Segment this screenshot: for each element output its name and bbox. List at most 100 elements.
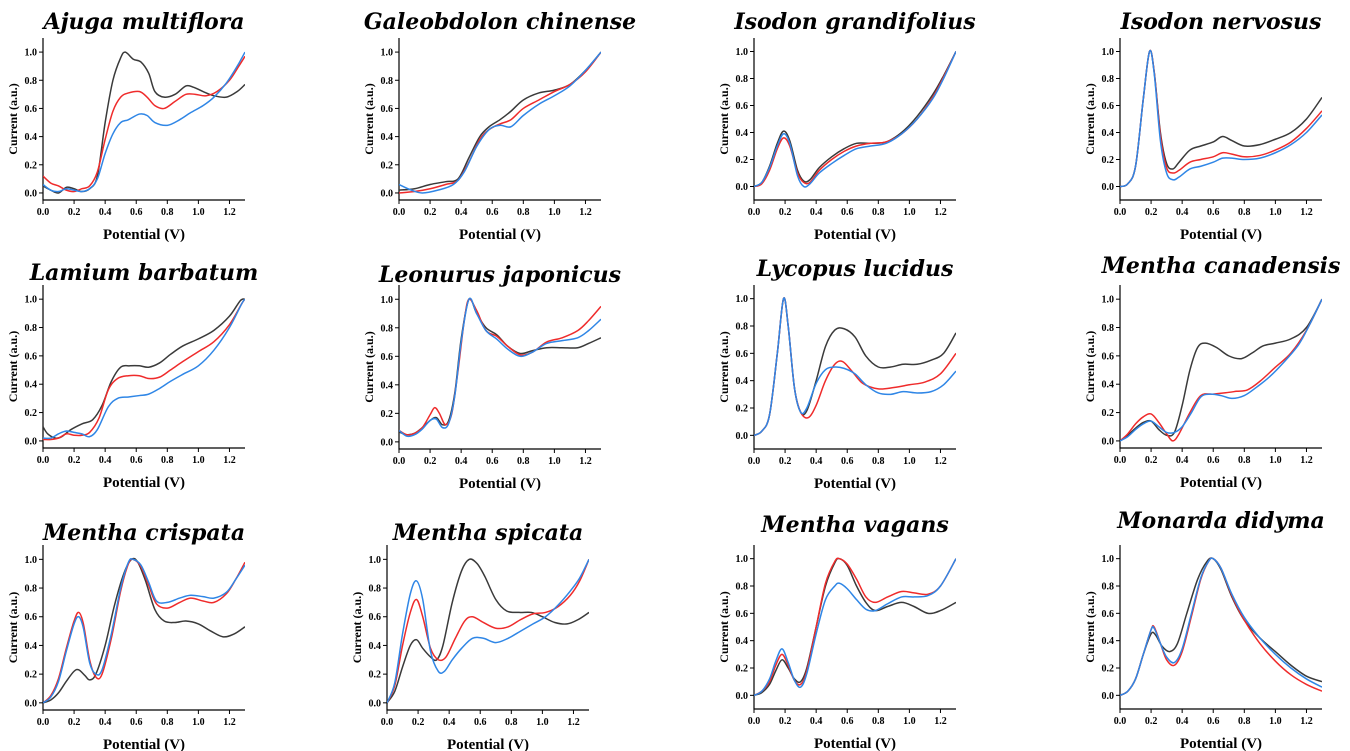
series-line-red: [1120, 50, 1322, 186]
x-tick-label: 0.2: [779, 456, 792, 467]
series-line-red: [399, 52, 601, 193]
y-tick-label: 0.0: [369, 698, 382, 709]
y-axis-label: Current (a.u.): [1083, 331, 1097, 402]
series-line-black: [43, 52, 245, 193]
y-tick-label: 1.0: [369, 555, 382, 566]
x-tick-label: 0.4: [810, 716, 823, 727]
series-line-black: [754, 558, 956, 695]
x-tick-label: 0.6: [486, 456, 499, 467]
y-tick-label: 1.0: [736, 554, 749, 565]
x-tick-label: 0.6: [841, 207, 854, 218]
series-line-black: [399, 52, 601, 190]
y-tick-label: 0.0: [1102, 691, 1115, 702]
x-tick-label: 0.2: [412, 717, 425, 728]
chart-title: Mentha canadensis: [1101, 253, 1341, 279]
y-tick-label: 0.8: [369, 584, 382, 595]
x-tick-label: 1.2: [934, 456, 947, 467]
x-tick-label: 0.2: [424, 207, 437, 218]
x-tick-label: 0.0: [37, 455, 50, 466]
x-tick-label: 1.0: [903, 456, 916, 467]
y-tick-label: 1.0: [1102, 47, 1115, 58]
chart-panel: Mentha crispata 0.0 0.2 0.4 0.6 0.8 1.0 1.2 0.0 0…: [6, 520, 245, 751]
chart-title: Ajuga multiflora: [42, 9, 245, 35]
y-tick-label: 0.6: [381, 104, 394, 115]
y-tick-label: 0.8: [381, 76, 394, 87]
y-tick-label: 0.4: [1102, 636, 1115, 647]
y-tick-label: 0.2: [1102, 664, 1115, 675]
y-tick-label: 0.4: [736, 636, 749, 647]
x-tick-label: 1.2: [579, 456, 592, 467]
y-tick-label: 1.0: [381, 295, 394, 306]
chart-title: Lycopus lucidus: [756, 256, 954, 282]
y-tick-label: 0.2: [25, 408, 38, 419]
y-axis-label: Current (a.u.): [350, 592, 364, 663]
y-axis-label: Current (a.u.): [362, 331, 376, 402]
y-tick-label: 0.2: [1102, 155, 1115, 166]
y-tick-label: 0.0: [1102, 182, 1115, 193]
series-line-blue: [754, 52, 956, 187]
x-tick-label: 0.6: [486, 207, 499, 218]
x-tick-label: 0.6: [1207, 716, 1220, 727]
x-tick-label: 1.0: [1269, 455, 1282, 466]
y-tick-label: 0.8: [736, 322, 749, 333]
chart-panel: Mentha canadensis0.0 0.2 0.4 0.6 0.8 1.0 1.20.…: [1083, 253, 1340, 491]
axis-frame: [387, 545, 589, 710]
y-tick-label: 0.0: [25, 188, 38, 199]
x-axis-label: Potential (V): [814, 736, 896, 751]
x-tick-label: 0.6: [1207, 455, 1220, 466]
y-tick-label: 0.4: [25, 132, 38, 143]
y-tick-label: 0.2: [381, 160, 394, 171]
y-tick-label: 0.2: [1102, 408, 1115, 419]
y-axis-label: Current (a.u.): [717, 591, 731, 662]
x-tick-label: 0.4: [455, 456, 468, 467]
x-tick-label: 1.0: [192, 207, 205, 218]
x-tick-label: 0.4: [1176, 716, 1189, 727]
chart-panel: Ajuga multiflora 0.0 0.2 0.4 0.6 0.8 1.0 1.2 0.0…: [6, 9, 245, 243]
x-tick-label: 0.2: [779, 716, 792, 727]
x-tick-label: 1.2: [1300, 455, 1313, 466]
x-tick-label: 0.6: [130, 455, 143, 466]
x-axis-label: Potential (V): [459, 476, 541, 492]
chart-title: Mentha crispata: [42, 520, 245, 546]
x-tick-label: 1.2: [223, 717, 236, 728]
x-tick-label: 0.6: [1207, 207, 1220, 218]
x-tick-label: 1.2: [579, 207, 592, 218]
x-tick-label: 0.4: [1176, 455, 1189, 466]
y-tick-label: 0.6: [1102, 101, 1115, 112]
y-tick-label: 0.4: [1102, 128, 1115, 139]
series-line-blue: [43, 559, 245, 703]
x-tick-label: 0.0: [393, 456, 406, 467]
x-axis-label: Potential (V): [103, 227, 185, 243]
x-tick-label: 1.2: [934, 207, 947, 218]
x-axis-label: Potential (V): [103, 475, 185, 491]
x-tick-label: 0.2: [1145, 716, 1158, 727]
series-line-blue: [754, 559, 956, 696]
axis-frame: [1120, 38, 1322, 200]
x-tick-label: 0.8: [872, 716, 885, 727]
y-tick-label: 0.4: [381, 132, 394, 143]
x-tick-label: 1.2: [223, 207, 236, 218]
axis-frame: [399, 285, 601, 449]
series-line-black: [754, 52, 956, 187]
chart-title: Mentha spicata: [392, 520, 584, 546]
series-line-red: [1120, 299, 1322, 441]
y-tick-label: 1.0: [1102, 295, 1115, 306]
x-tick-label: 0.0: [37, 207, 50, 218]
y-axis-label: Current (a.u.): [1083, 591, 1097, 662]
x-tick-label: 0.4: [99, 455, 112, 466]
chart-panel: Mentha spicata0.0 0.2 0.4 0.6 0.8 1.0 1.20.00.…: [350, 520, 589, 751]
series-line-black: [1120, 299, 1322, 441]
chart-panel: Lamium barbatum0.0 0.2 0.4 0.6 0.8 1.0 1.20.00…: [6, 260, 258, 491]
series-line-blue: [399, 52, 601, 193]
x-tick-label: 0.4: [1176, 207, 1189, 218]
y-tick-label: 0.4: [381, 380, 394, 391]
y-tick-label: 1.0: [736, 294, 749, 305]
axis-frame: [43, 38, 245, 200]
y-tick-label: 0.0: [736, 431, 749, 442]
y-tick-label: 0.8: [736, 74, 749, 85]
series-line-red: [399, 299, 601, 435]
x-tick-label: 0.6: [130, 207, 143, 218]
y-tick-label: 0.0: [381, 188, 394, 199]
y-tick-label: 0.0: [25, 698, 38, 709]
y-tick-label: 0.4: [736, 128, 749, 139]
